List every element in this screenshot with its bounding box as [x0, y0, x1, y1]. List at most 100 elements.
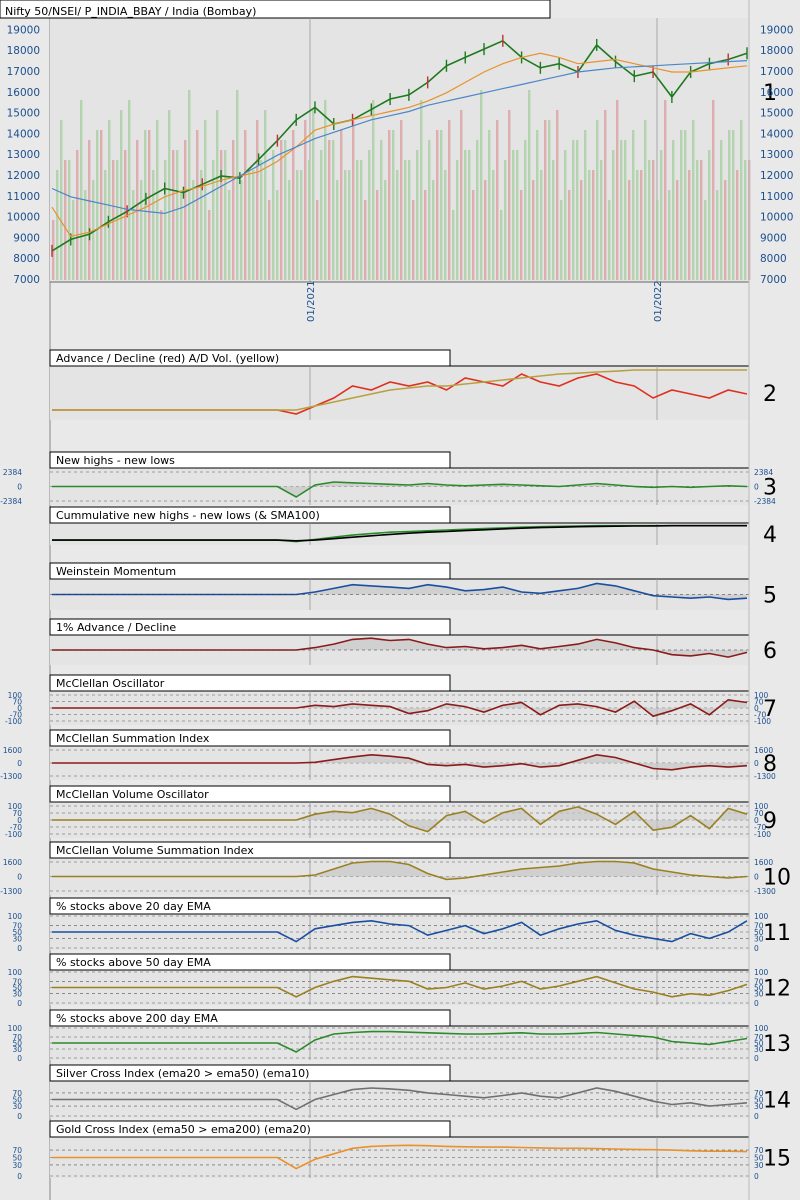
panel-14-ytick-left: 0	[17, 1112, 22, 1121]
panel-14-number: 14	[763, 1089, 791, 1114]
volume-bar	[520, 190, 523, 280]
panel-1-ytick-left: 9000	[13, 232, 40, 244]
panel-7-ytick-left: 0	[17, 704, 22, 713]
panel-12-ytick-left: 70	[12, 977, 22, 986]
panel-8-ytick-left: 1600	[3, 746, 22, 755]
volume-bar	[588, 170, 591, 280]
volume-bar	[256, 120, 259, 280]
panel-9-ytick-left: 0	[17, 816, 22, 825]
volume-bar	[736, 170, 739, 280]
panel-6	[49, 618, 749, 665]
panel-10-title-box	[49, 841, 451, 859]
panel-1-ytick-left: 15000	[7, 108, 40, 120]
panel-7-ytick-right: 70	[754, 698, 764, 707]
panel-7-ytick-right: 100	[754, 691, 769, 700]
panel-6-number: 6	[763, 639, 777, 664]
panel-2	[49, 349, 749, 420]
volume-bar	[212, 160, 215, 280]
volume-bar	[472, 190, 475, 280]
volume-bar	[412, 200, 415, 280]
panel-9-ytick-right: 0	[754, 816, 759, 825]
volume-bar	[140, 180, 143, 280]
x-date-label: 01/2022	[653, 280, 664, 322]
panel-1-ytick-left: 19000	[7, 24, 40, 36]
volume-bar	[576, 140, 579, 280]
volume-bar	[640, 170, 643, 280]
volume-bar	[444, 170, 447, 280]
panel-11-ytick-left: 50	[12, 928, 22, 937]
volume-bar	[532, 180, 535, 280]
volume-bar	[160, 210, 163, 280]
panel-15-ytick-left: 30	[12, 1161, 22, 1170]
panel-15-ytick-right: 50	[754, 1154, 764, 1163]
volume-bar	[216, 110, 219, 280]
volume-bar	[732, 130, 735, 280]
volume-bar	[124, 150, 127, 280]
panel-5-area-fill	[52, 583, 747, 600]
volume-bar	[568, 190, 571, 280]
volume-bar	[68, 160, 71, 280]
volume-bar	[252, 170, 255, 280]
panel-3-title: New highs - new lows	[56, 454, 175, 467]
panel-9-title-box	[49, 785, 451, 803]
panel-11-series-0-line	[52, 919, 748, 943]
panel-15	[49, 1120, 749, 1178]
volume-bar	[328, 140, 331, 280]
volume-bar	[272, 150, 275, 280]
panel-12-ytick-left: 30	[12, 990, 22, 999]
panel-13-ytick-left: 0	[17, 1054, 22, 1063]
panel-9-title: McClellan Volume Oscillator	[56, 788, 209, 801]
panel-1-ytick-right: 8000	[760, 253, 787, 265]
volume-bar	[396, 170, 399, 280]
panel-9-ytick-right: -100	[754, 830, 771, 839]
panel-1-ytick-right: 12000	[760, 170, 793, 182]
volume-bar	[564, 150, 567, 280]
panel-13-title-box	[49, 1009, 451, 1027]
panel-1-ytick-left: 12000	[7, 170, 40, 182]
panel-14-ytick-left: 50	[12, 1096, 22, 1105]
volume-bar	[688, 170, 691, 280]
panel-15-ytick-right: 70	[754, 1146, 764, 1155]
panel-1	[0, 0, 751, 283]
volume-bar	[744, 160, 747, 280]
panel-6-area-fill	[52, 638, 747, 658]
x-date-label: 01/2021	[306, 280, 317, 322]
volume-bar	[664, 100, 667, 280]
volume-bar	[56, 170, 59, 280]
volume-bar	[696, 160, 699, 280]
panel-8-area-fill	[52, 754, 747, 770]
volume-bar	[456, 160, 459, 280]
volume-bar	[176, 150, 179, 280]
volume-bar	[572, 140, 575, 280]
panel-3-number: 3	[763, 476, 777, 501]
panel-14	[49, 1064, 749, 1118]
panel-9-ytick-right: 70	[754, 809, 764, 818]
volume-bar	[476, 140, 479, 280]
volume-bar	[400, 120, 403, 280]
panel-2-title-box	[49, 349, 451, 367]
panel-12-ytick-left: 0	[17, 999, 22, 1008]
panel-3-ytick-left: 0	[17, 483, 22, 492]
volume-bar	[592, 170, 595, 280]
panel-10-ytick-right: -1300	[754, 887, 776, 896]
volume-bar	[492, 170, 495, 280]
volume-bar	[232, 140, 235, 280]
volume-bar	[612, 150, 615, 280]
volume-bar	[608, 200, 611, 280]
panel-10-ytick-right: 0	[754, 873, 759, 882]
panel-14-series-0-line	[52, 1087, 748, 1111]
panel-12-series-0-line	[52, 975, 748, 998]
volume-bar	[724, 180, 727, 280]
volume-bar	[60, 120, 63, 280]
panel-4-series-1-line	[52, 524, 747, 542]
volume-bar	[600, 160, 603, 280]
panel-12-title-box	[49, 953, 451, 971]
panel-10	[49, 841, 749, 895]
volume-bar	[536, 130, 539, 280]
volume-bar	[292, 130, 295, 280]
panel-11-title: % stocks above 20 day EMA	[56, 900, 211, 913]
panel-7-ytick-left: -100	[5, 717, 22, 726]
volume-bar	[260, 160, 263, 280]
volume-bar	[288, 180, 291, 280]
panel-14-ytick-left: 70	[12, 1089, 22, 1098]
